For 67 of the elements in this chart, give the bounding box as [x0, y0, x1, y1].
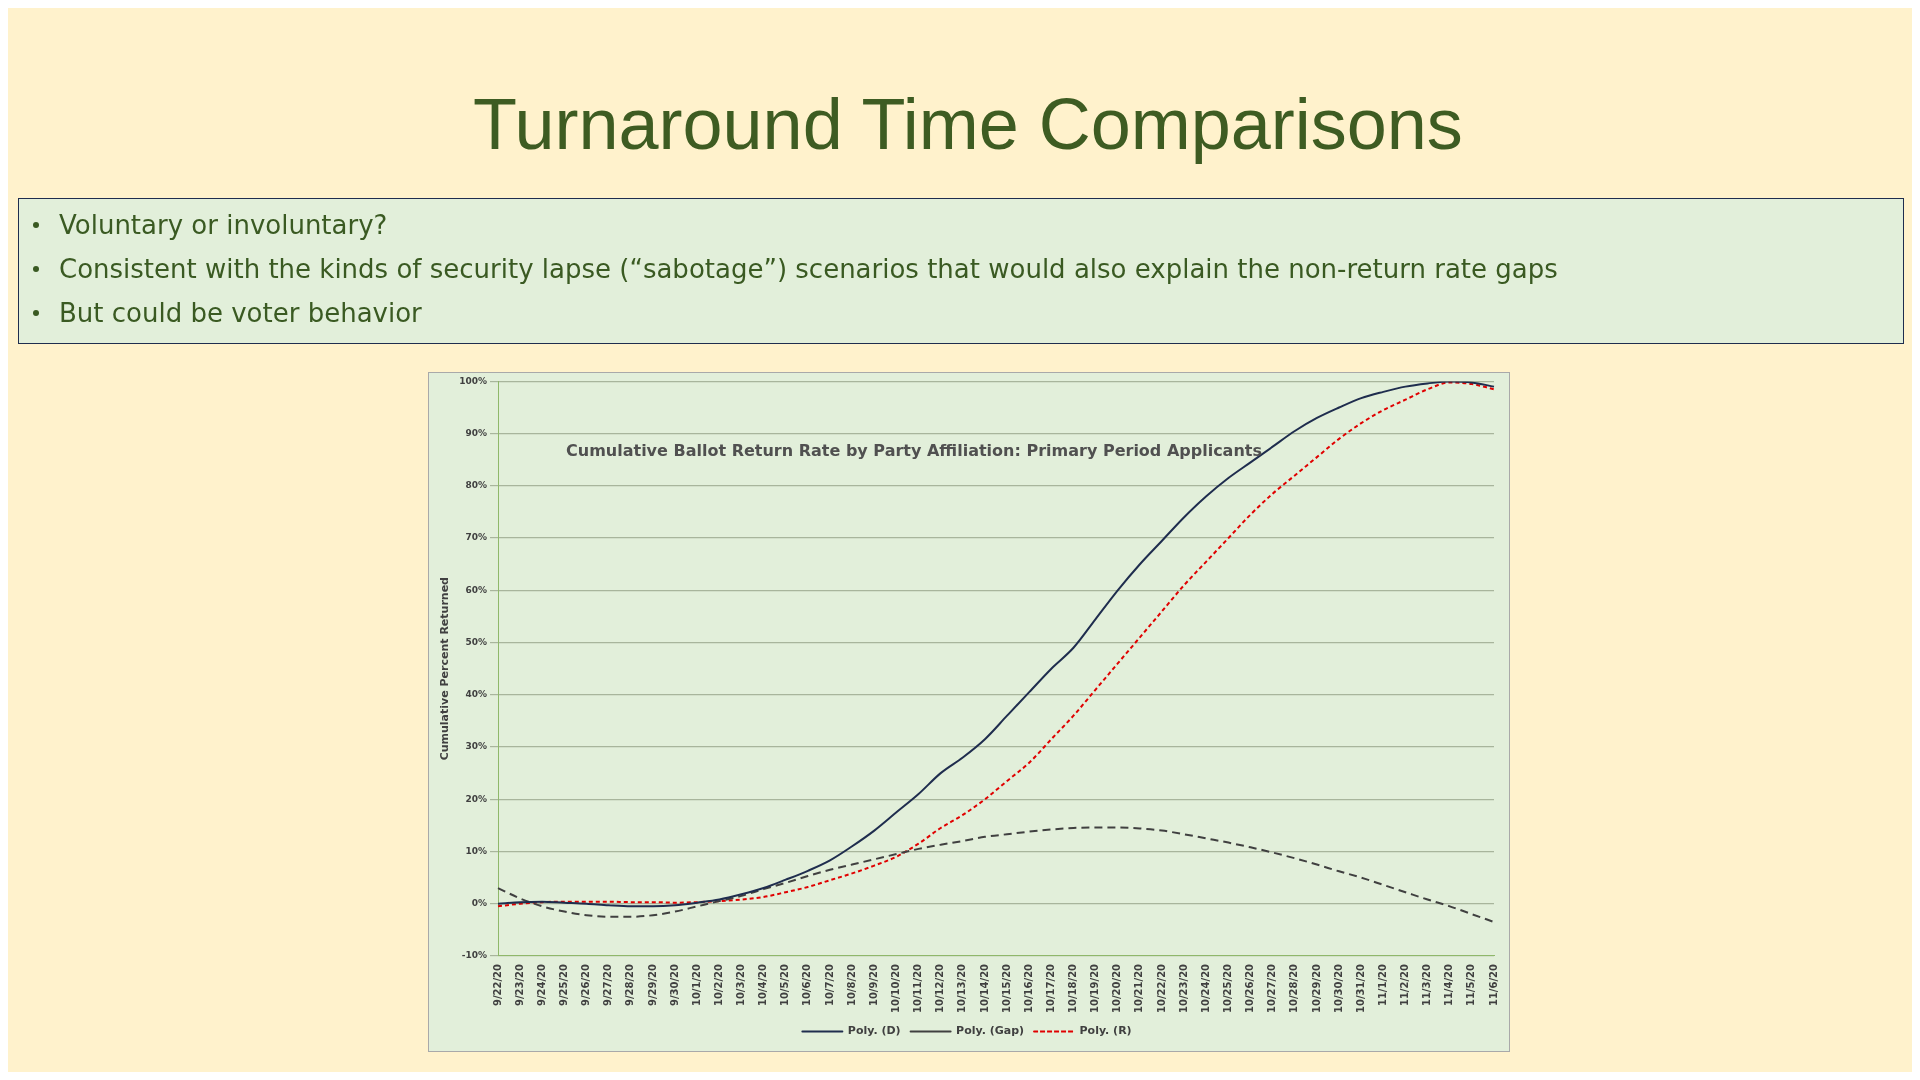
- x-tick-label: 10/21/20: [1133, 963, 1145, 1014]
- x-tick-label: 10/5/20: [779, 963, 791, 1007]
- x-tick-label: 10/17/20: [1044, 963, 1056, 1014]
- x-tick-label: 10/31/20: [1354, 963, 1366, 1014]
- text: Consistent with the kinds of security lapse (“sabotage”) scenarios that would also explain the non-return rate gaps: [59, 254, 1558, 284]
- x-tick-label: 9/28/20: [624, 963, 636, 1007]
- y-tick-label: 60%: [465, 584, 487, 595]
- x-tick-label: 10/30/20: [1332, 963, 1344, 1014]
- y-tick-label: 80%: [465, 480, 487, 491]
- x-tick-label: 9/29/20: [646, 963, 658, 1007]
- y-tick-label: 50%: [465, 636, 487, 647]
- x-tick-label: 11/4/20: [1443, 963, 1455, 1007]
- x-tick-label: 10/14/20: [978, 963, 990, 1014]
- x-tick-label: 10/4/20: [757, 963, 769, 1007]
- x-tick-label: 10/2/20: [712, 963, 724, 1007]
- x-tick-label: 10/8/20: [845, 963, 857, 1007]
- x-tick-label: 10/26/20: [1244, 963, 1256, 1014]
- x-tick-label: 11/1/20: [1376, 963, 1388, 1007]
- x-tick-label: 10/29/20: [1310, 963, 1322, 1014]
- x-tick-label: 11/6/20: [1487, 963, 1499, 1007]
- x-tick-label: 10/16/20: [1022, 963, 1034, 1014]
- x-tick-label: 10/25/20: [1221, 963, 1233, 1014]
- x-tick-label: 10/22/20: [1155, 963, 1167, 1014]
- x-tick-label: 9/22/20: [491, 963, 503, 1007]
- x-tick-label: 10/9/20: [867, 963, 879, 1007]
- x-tick-label: 10/20/20: [1111, 963, 1123, 1014]
- y-tick-label: 90%: [465, 427, 487, 438]
- x-tick-label: 11/3/20: [1421, 963, 1433, 1007]
- x-tick-label: 10/1/20: [690, 963, 702, 1007]
- text: Cumulative Ballot Return Rate by Party Affiliation: Primary Period Applicants: [566, 441, 1262, 460]
- x-tick-label: 10/23/20: [1177, 963, 1189, 1014]
- y-tick-label: 30%: [465, 741, 487, 752]
- x-tick-label: 10/28/20: [1288, 963, 1300, 1014]
- x-tick-label: 10/13/20: [956, 963, 968, 1014]
- chart-title: Turnaround Time Comparisons: [472, 83, 1464, 165]
- legend-label: Poly. (R): [1079, 1024, 1132, 1038]
- y-axis-title: Cumulative Percent Returned: [438, 577, 452, 761]
- y-tick-label: 20%: [465, 793, 487, 804]
- y-tick-label: 70%: [465, 532, 487, 543]
- x-tick-label: 9/27/20: [602, 963, 614, 1007]
- y-tick-label: -10%: [461, 950, 487, 961]
- x-tick-label: 9/23/20: [513, 963, 525, 1007]
- x-tick-label: 10/10/20: [890, 963, 901, 1014]
- x-tick-label: 10/11/20: [912, 963, 924, 1014]
- y-tick-label: 10%: [465, 845, 487, 856]
- x-tick-label: 10/15/20: [1000, 963, 1012, 1014]
- x-tick-label: 11/5/20: [1465, 963, 1477, 1007]
- x-tick-label: 10/7/20: [823, 963, 835, 1007]
- text: But could be voter behavior: [59, 298, 422, 328]
- x-tick-label: 10/24/20: [1199, 963, 1211, 1014]
- x-tick-label: 10/27/20: [1266, 963, 1278, 1014]
- x-tick-label: 9/25/20: [558, 963, 569, 1007]
- legend-label: Poly. (D): [847, 1024, 901, 1038]
- x-tick-label: 9/26/20: [580, 963, 592, 1007]
- x-tick-label: 10/12/20: [934, 963, 946, 1014]
- x-tick-label: 10/6/20: [801, 963, 813, 1007]
- y-tick-label: 0%: [471, 898, 487, 909]
- x-tick-label: 11/2/20: [1399, 963, 1411, 1007]
- x-tick-label: 10/19/20: [1089, 963, 1101, 1014]
- x-tick-label: 10/3/20: [735, 963, 747, 1007]
- x-tick-label: 9/24/20: [535, 963, 547, 1007]
- y-tick-label: 40%: [465, 689, 487, 700]
- x-tick-label: 9/30/20: [668, 963, 680, 1007]
- text: Voluntary or involuntary?: [59, 210, 388, 240]
- legend-label: Poly. (Gap): [956, 1024, 1025, 1038]
- y-tick-label: 100%: [459, 375, 487, 386]
- x-tick-label: 10/18/20: [1067, 963, 1079, 1014]
